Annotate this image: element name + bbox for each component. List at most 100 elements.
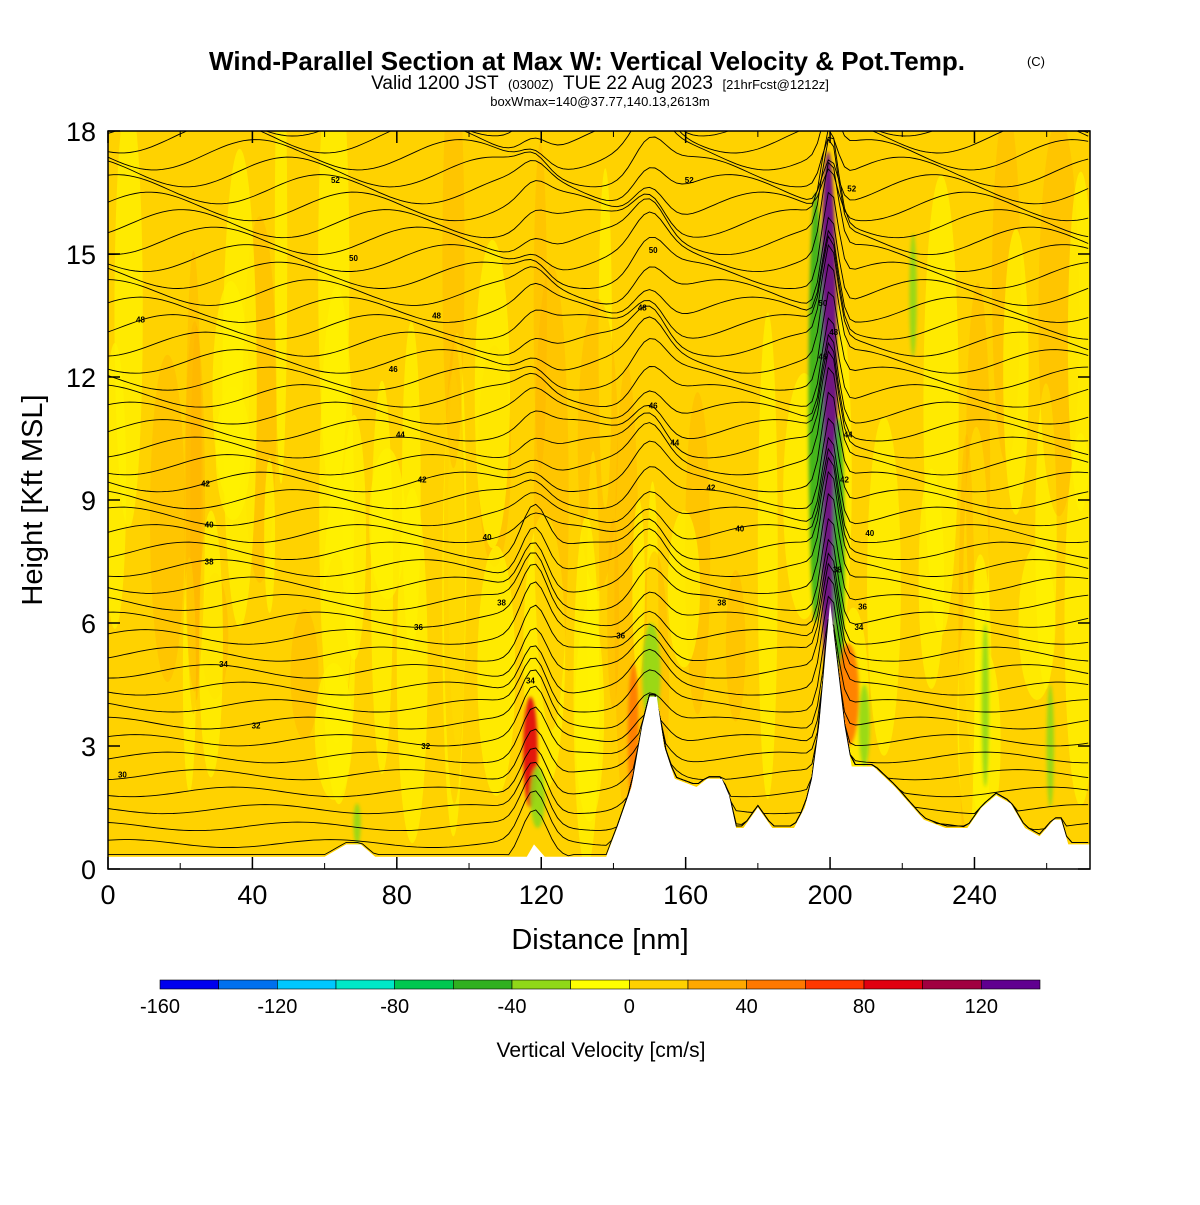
theta-contour: [108, 131, 1089, 171]
contour-label: 34: [526, 676, 535, 685]
theta-contour: [108, 350, 1089, 459]
contour-label: 46: [389, 365, 398, 374]
theta-contour: [108, 575, 1089, 679]
velocity-band: [477, 545, 516, 796]
velocity-feature: [530, 766, 545, 828]
x-tick-label: 0: [100, 880, 115, 910]
colorbar-segment: [687, 979, 747, 990]
velocity-band: [725, 570, 746, 722]
valid-line: Valid 1200 JST (0300Z) TUE 22 Aug 2023 […: [371, 73, 829, 94]
velocity-band: [114, 131, 143, 529]
contour-label: 48: [829, 328, 838, 337]
velocity-band: [474, 239, 510, 549]
velocity-band: [185, 250, 202, 715]
contour-label: 38: [717, 599, 726, 608]
velocity-band: [573, 515, 600, 868]
theta-contour: [108, 159, 1089, 205]
contour-label: 42: [201, 480, 210, 489]
velocity-feature: [353, 803, 361, 845]
theta-contour: [108, 470, 1089, 577]
contour-label: 38: [205, 558, 214, 567]
theta-contour: [108, 391, 1089, 493]
velocity-band: [632, 498, 645, 680]
contour-label: 52: [847, 184, 856, 193]
contour-label: 50: [818, 299, 827, 308]
theta-contour: [108, 216, 1089, 306]
colorbar-tick-label: 120: [965, 996, 998, 1018]
y-tick-label: 6: [81, 609, 96, 639]
theta-contour: [108, 229, 1089, 323]
contour-label: 40: [735, 525, 744, 534]
colorbar-tick-label: 0: [624, 996, 635, 1018]
theta-contour: [108, 131, 1089, 137]
colorbar-segment: [511, 979, 571, 990]
colorbar-segment: [629, 979, 689, 990]
velocity-band: [1067, 171, 1090, 512]
contour-label: 42: [706, 484, 715, 493]
colorbar-tick-label: -120: [257, 996, 297, 1018]
colorbar-title: Vertical Velocity [cm/s]: [497, 1039, 706, 1062]
x-tick-label: 240: [952, 880, 997, 910]
theta-contour: [108, 191, 1089, 289]
velocity-feature: [909, 233, 917, 357]
velocity-band: [184, 321, 206, 692]
colorbar-tick-label: -160: [140, 996, 180, 1018]
contour-label: 40: [865, 529, 874, 538]
contour-label: 30: [118, 771, 127, 780]
contour-label: 32: [252, 722, 261, 731]
colorbar-segment: [863, 979, 923, 990]
x-tick-label: 160: [663, 880, 708, 910]
contour-label: 36: [616, 631, 625, 640]
theta-contour: [108, 243, 1089, 357]
velocity-band: [667, 510, 701, 668]
velocity-band: [370, 380, 394, 774]
y-axis-label: Height [Kft MSL]: [17, 394, 49, 605]
theta-contour: [108, 619, 1089, 764]
colorbar-segment: [805, 979, 865, 990]
contour-label: 44: [844, 430, 853, 439]
contour-label: 48: [432, 312, 441, 321]
velocity-band: [607, 518, 620, 710]
y-tick-label: 9: [81, 486, 96, 516]
theta-contour: [108, 619, 1089, 832]
theta-contour: [108, 161, 1089, 273]
colorbar-segment: [159, 979, 219, 990]
colorbar-tick-label: 80: [853, 996, 875, 1018]
contour-label: 36: [858, 603, 867, 612]
theta-contour: [108, 595, 1089, 696]
theta-contour: [108, 235, 1089, 340]
colorbar-segment: [922, 979, 982, 990]
velocity-band: [150, 354, 185, 682]
contour-label: 42: [418, 476, 427, 485]
theta-contour: [108, 291, 1089, 391]
colorbar-segment: [277, 979, 337, 990]
plot-area: 52 52 52 50 50 50 48 48 48 48 46 46 46 44 44 44 42 42 42 42…: [108, 131, 1090, 869]
colorbar-segment: [453, 979, 513, 990]
velocity-band: [1038, 131, 1080, 517]
velocity-band: [443, 341, 465, 804]
colorbar-tick-label: -40: [498, 996, 527, 1018]
theta-contour: [108, 562, 1089, 662]
y-tick-label: 3: [81, 732, 96, 762]
theta-contour: [108, 619, 1089, 798]
contour-label: 46: [818, 353, 827, 362]
theta-contour: [108, 263, 1089, 374]
y-tick-label: 12: [66, 363, 96, 393]
contour-label: 50: [649, 246, 658, 255]
colorbar: -160 -120 -80 -40 0 40 80 120: [140, 979, 1041, 1018]
velocity-band: [923, 175, 959, 636]
velocity-band: [222, 148, 257, 628]
theta-contour: [108, 138, 1089, 256]
x-axis-label: Distance [nm]: [511, 924, 688, 956]
contour-label: 38: [833, 566, 842, 575]
theta-contour: [108, 517, 1089, 611]
colorbar-segment: [746, 979, 806, 990]
theta-contour: [108, 619, 1089, 730]
contour-label: 34: [219, 660, 228, 669]
velocity-band: [274, 131, 288, 484]
theta-contour: [108, 538, 1089, 628]
contour-label: 44: [670, 439, 679, 448]
theta-contour: [108, 317, 1089, 408]
box-wmax-info: boxWmax=140@37.77,140.13,2613m: [490, 94, 710, 109]
